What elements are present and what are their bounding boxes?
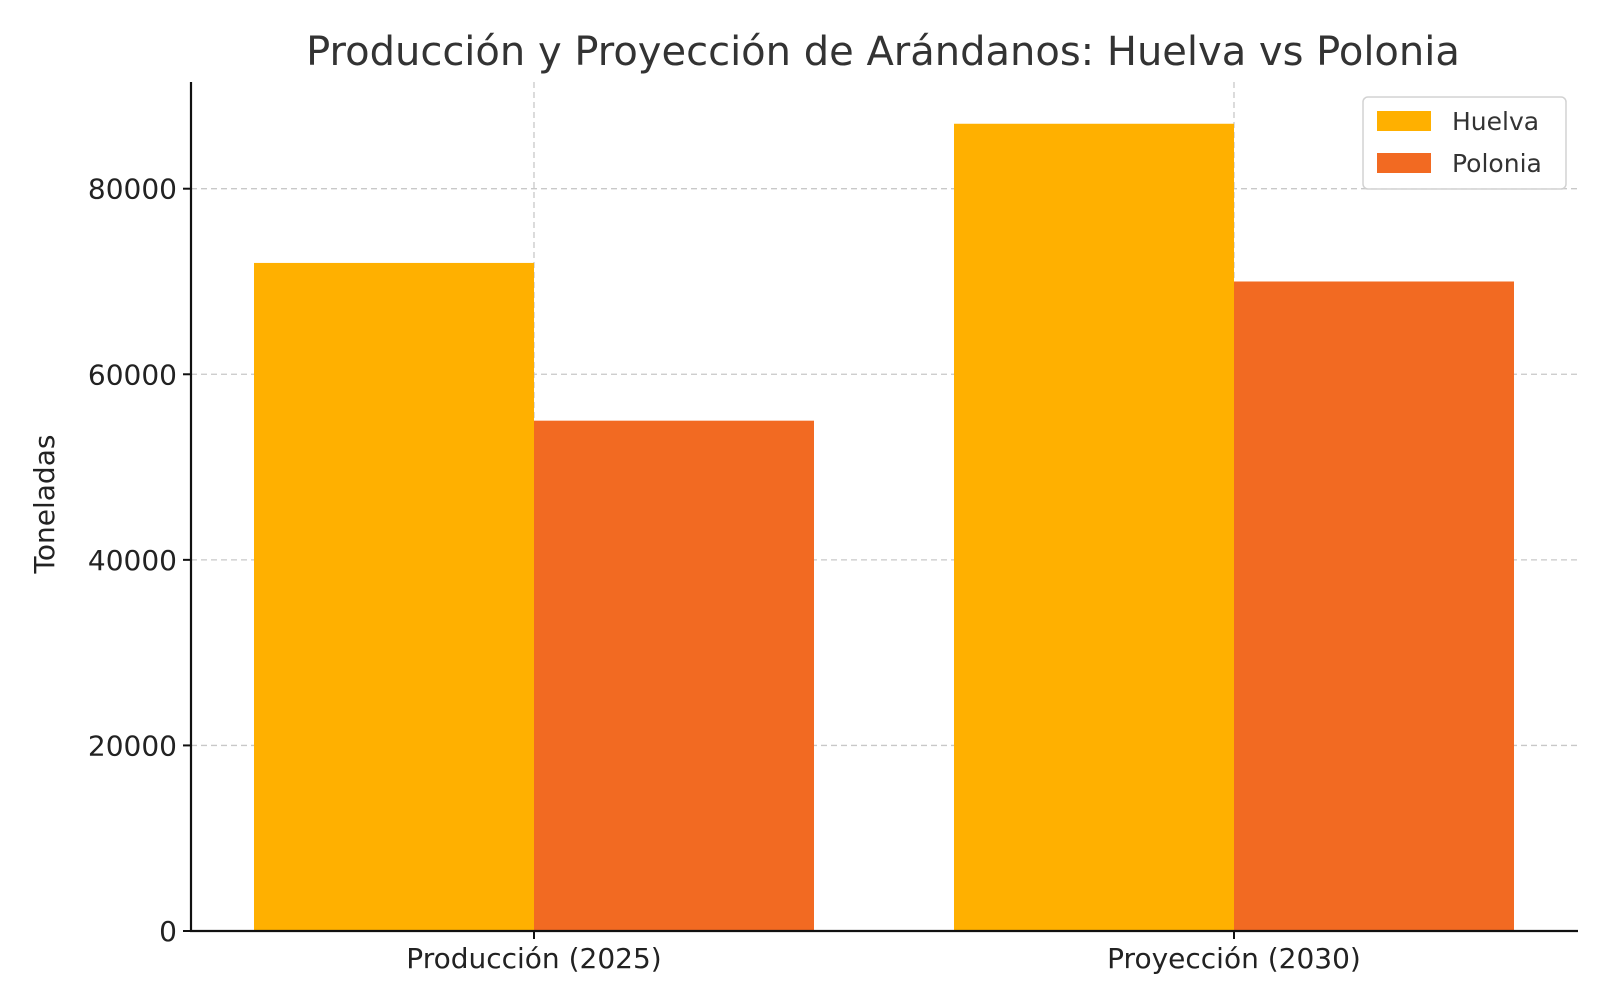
bar-polonia xyxy=(1234,281,1514,931)
legend-swatch-huelva xyxy=(1377,111,1431,131)
x-tick-label: Producción (2025) xyxy=(406,942,661,975)
bar-huelva xyxy=(254,262,534,931)
legend: Huelva Polonia xyxy=(1362,96,1567,190)
y-tick-label: 40000 xyxy=(88,544,177,577)
bar-polonia xyxy=(534,420,814,931)
y-tick-label: 60000 xyxy=(88,358,177,391)
legend-swatch-polonia xyxy=(1377,153,1431,173)
chart-title: Producción y Proyección de Arándanos: Hu… xyxy=(306,29,1460,75)
y-tick-label: 0 xyxy=(159,915,177,948)
axes: 0 20000 40000 60000 80000 Producción (2025) Pr… xyxy=(88,82,1578,975)
legend-label-huelva: Huelva xyxy=(1452,107,1539,136)
x-tick-label: Proyección (2030) xyxy=(1107,942,1361,975)
y-axis-label: Toneladas xyxy=(28,435,61,575)
y-tick-label: 20000 xyxy=(88,729,177,762)
legend-label-polonia: Polonia xyxy=(1452,149,1542,178)
y-tick-label: 80000 xyxy=(88,173,177,206)
bar-huelva xyxy=(954,123,1234,932)
bars xyxy=(254,123,1514,932)
